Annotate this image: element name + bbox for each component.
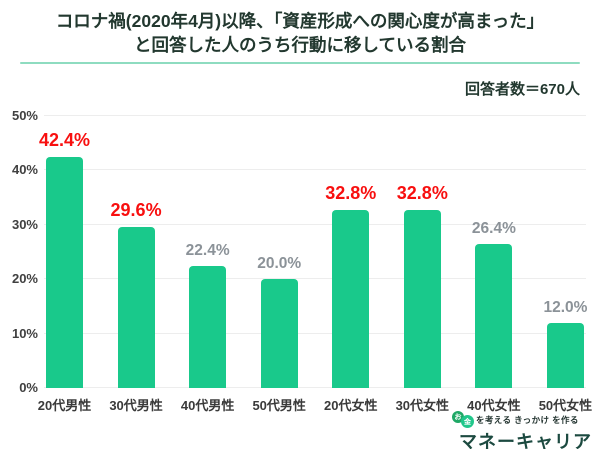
bar-slot: 22.4% 40代男性	[181, 116, 234, 413]
y-tick-label: 50%	[11, 108, 38, 123]
money-badge-circle-2: 金	[461, 415, 474, 428]
y-tick-label: 30%	[11, 216, 38, 232]
bars-row: 42.4% 20代男性 29.6% 30代男性 22.4% 40代男性 20.0% 50代男性…	[38, 116, 592, 413]
bar	[546, 322, 584, 388]
brand-logo: お 金 を考える きっかけ を作る マネーキャリア	[449, 411, 592, 449]
bar	[189, 266, 227, 388]
page-title-line-1: コロナ禍(2020年4月)以降、「資産形成への関心度が高まった」	[55, 11, 545, 31]
logo-tagline: を考える きっかけ を作る	[476, 414, 579, 425]
bar-slot: 26.4% 40代女性	[467, 116, 520, 413]
x-axis-label: 30代女性	[395, 398, 450, 413]
bar-value-label: 12.0%	[543, 298, 588, 316]
respondents-count: 回答者数＝670人	[464, 81, 580, 98]
bar	[332, 209, 370, 388]
bar-slot: 20.0% 50代男性	[252, 116, 305, 413]
gridline	[44, 169, 586, 171]
bar-slot: 42.4% 20代男性	[38, 116, 91, 413]
money-badge-icon: お 金	[452, 411, 476, 428]
bar-value-label: 20.0%	[257, 255, 302, 273]
x-axis-label: 40代女性	[467, 398, 521, 413]
x-axis-label: 20代男性	[37, 398, 92, 413]
logo-tagline-row: お 金 を考える きっかけ を作る	[452, 411, 592, 428]
bar	[46, 157, 83, 388]
page-title-line-2: と回答した人のうち行動に移している割合	[134, 35, 466, 56]
bar-value-label: 32.8%	[396, 182, 448, 203]
gridline	[44, 115, 586, 116]
x-axis-label: 30代男性	[109, 398, 163, 413]
plot-area: 0% 10% 20% 30% 40% 50% 42.4% 20代男性 29.6% 30代男性 22.…	[12, 108, 592, 413]
gridline	[44, 223, 586, 225]
bar-value-label: 42.4%	[38, 130, 91, 151]
y-tick-label: 0%	[19, 380, 38, 395]
page-title: コロナ禍(2020年4月)以降、「資産形成への関心度が高まった」 と回答した人の…	[0, 9, 600, 57]
bar-value-label: 32.8%	[325, 182, 377, 203]
y-tick-label: 20%	[11, 271, 38, 287]
x-axis-label: 50代女性	[538, 398, 593, 413]
x-axis-label: 20代女性	[324, 398, 378, 413]
gridline	[44, 332, 586, 334]
bar-value-label: 22.4%	[185, 242, 230, 260]
bar-chart: 0% 10% 20% 30% 40% 50% 42.4% 20代男性 29.6% 30代男性 22.…	[6, 108, 592, 413]
bar-value-label: 26.4%	[471, 220, 516, 238]
bar-slot: 32.8% 20代女性	[324, 116, 377, 413]
gridline	[44, 278, 586, 280]
bar-value-label: 29.6%	[110, 199, 162, 220]
title-divider	[20, 62, 580, 64]
logo-brand-name: マネーキャリア	[459, 432, 592, 449]
y-tick-label: 40%	[11, 162, 38, 178]
y-tick-label: 10%	[11, 325, 38, 341]
bar-slot: 29.6% 30代男性	[109, 116, 162, 413]
bar	[403, 209, 441, 388]
x-axis-label: 40代男性	[180, 398, 235, 413]
bar	[475, 244, 513, 388]
bar	[260, 279, 298, 388]
bar-slot: 32.8% 30代女性	[396, 116, 449, 413]
x-axis-label: 50代男性	[252, 398, 306, 413]
bar-slot: 12.0% 50代女性	[539, 116, 592, 413]
gridline	[44, 387, 586, 388]
bar	[117, 226, 155, 388]
